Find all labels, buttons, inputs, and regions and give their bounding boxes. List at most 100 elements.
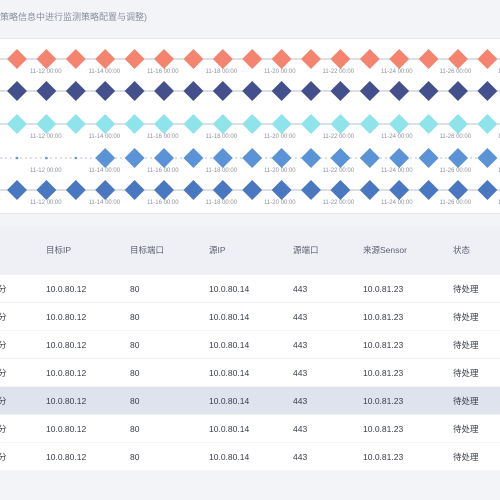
timeline-event-marker[interactable] <box>330 180 351 200</box>
timeline-event-marker[interactable] <box>212 114 233 134</box>
timeline-event-marker[interactable] <box>271 180 292 200</box>
timeline-event-marker[interactable] <box>477 49 498 69</box>
timeline-event-marker[interactable] <box>154 180 174 200</box>
timeline-event-marker[interactable] <box>212 148 233 168</box>
timeline-event-marker[interactable] <box>7 49 27 69</box>
table-row[interactable]: 分 10.0.80.12 80 10.0.80.14 443 10.0.81.23 待处理 <box>0 359 500 386</box>
timeline-event-marker[interactable] <box>95 148 116 168</box>
timeline-event-marker[interactable] <box>124 81 145 101</box>
timeline-event-marker[interactable] <box>330 148 351 168</box>
timeline-event-marker[interactable] <box>124 114 145 134</box>
timeline-event-marker[interactable] <box>477 148 498 168</box>
timeline-event-marker[interactable] <box>330 49 351 69</box>
timeline-event-marker[interactable] <box>418 81 439 101</box>
table-row[interactable]: 分 10.0.80.12 80 10.0.80.14 443 10.0.81.23 待处理 <box>0 275 500 302</box>
timeline-event-marker[interactable] <box>36 49 57 69</box>
timeline-event-marker[interactable] <box>36 81 57 101</box>
timeline-event-marker[interactable] <box>124 148 145 168</box>
timeline-event-marker[interactable] <box>183 114 204 134</box>
timeline-event-marker[interactable] <box>271 114 292 134</box>
timeline-tick-label: 11-20 00:00 <box>264 69 296 75</box>
table-row[interactable]: 分 10.0.80.12 80 10.0.80.14 443 10.0.81.23 待处理 <box>0 443 500 470</box>
timeline-event-marker[interactable] <box>359 81 380 101</box>
header-source-port[interactable]: 源端口 <box>293 245 319 255</box>
timeline-event-marker[interactable] <box>448 49 468 69</box>
timeline-event-marker[interactable] <box>212 81 233 101</box>
table-row[interactable]: 分 10.0.80.12 80 10.0.80.14 443 10.0.81.23 待处理 <box>0 303 500 330</box>
timeline-event-marker[interactable] <box>95 81 116 101</box>
timeline-event-marker[interactable] <box>301 180 321 200</box>
timeline-event-marker[interactable] <box>448 180 468 200</box>
timeline-event-marker[interactable] <box>242 180 263 200</box>
timeline-event-marker[interactable] <box>389 148 410 168</box>
timeline-event-marker[interactable] <box>389 114 410 134</box>
header-target-port[interactable]: 目标端口 <box>130 245 165 255</box>
timeline-event-marker[interactable] <box>95 180 116 200</box>
timeline-event-marker[interactable] <box>124 180 145 200</box>
timeline-event-marker[interactable] <box>271 81 292 101</box>
timeline-event-marker[interactable] <box>418 148 439 168</box>
target-port-cell: 80 <box>130 367 140 378</box>
timeline-event-marker[interactable] <box>271 49 292 69</box>
timeline-event-marker[interactable] <box>359 148 380 168</box>
timeline-event-marker[interactable] <box>330 114 351 134</box>
timeline-event-marker[interactable] <box>95 49 116 69</box>
timeline-event-marker[interactable] <box>65 180 86 200</box>
timeline-event-marker[interactable] <box>477 81 498 101</box>
header-status[interactable]: 状态 <box>453 245 471 255</box>
timeline-event-marker[interactable] <box>65 49 86 69</box>
timeline-event-marker[interactable] <box>212 49 233 69</box>
timeline-event-marker[interactable] <box>242 49 263 69</box>
timeline-event-marker[interactable] <box>183 180 204 200</box>
timeline-event-marker[interactable] <box>212 180 233 200</box>
timeline-event-marker[interactable] <box>7 81 27 101</box>
table-row[interactable]: 分 10.0.80.12 80 10.0.80.14 443 10.0.81.23 待处理 <box>0 415 500 442</box>
timeline-event-marker[interactable] <box>477 114 498 134</box>
timeline-tick-label: 11-16 00:00 <box>147 134 179 140</box>
timeline-event-marker[interactable] <box>330 81 351 101</box>
source-sensor-cell: 10.0.81.23 <box>363 367 404 378</box>
timeline-event-marker[interactable] <box>448 148 468 168</box>
timeline-event-marker[interactable] <box>183 49 204 69</box>
timeline-event-marker[interactable] <box>418 180 439 200</box>
timeline-event-marker[interactable] <box>65 81 86 101</box>
table-row[interactable]: 分 10.0.80.12 80 10.0.80.14 443 10.0.81.23 待处理 <box>0 331 500 358</box>
timeline-event-marker[interactable] <box>242 148 263 168</box>
timeline-event-marker[interactable] <box>448 81 468 101</box>
timeline-event-marker[interactable] <box>389 49 410 69</box>
timeline-event-marker[interactable] <box>389 180 410 200</box>
timeline-event-marker[interactable] <box>301 148 321 168</box>
timeline-event-marker[interactable] <box>301 81 321 101</box>
timeline-event-marker[interactable] <box>183 81 204 101</box>
table-row[interactable]: 分 10.0.80.12 80 10.0.80.14 443 10.0.81.23 待处理 <box>0 387 500 414</box>
source-port-cell: 443 <box>293 283 308 294</box>
timeline-event-marker[interactable] <box>271 148 292 168</box>
timeline-event-marker[interactable] <box>154 148 174 168</box>
timeline-event-marker[interactable] <box>65 114 86 134</box>
timeline-event-marker[interactable] <box>359 49 380 69</box>
timeline-event-marker[interactable] <box>359 114 380 134</box>
timeline-event-marker[interactable] <box>154 114 174 134</box>
timeline-event-marker[interactable] <box>36 114 57 134</box>
timeline-event-marker[interactable] <box>359 180 380 200</box>
timeline-event-marker[interactable] <box>124 49 145 69</box>
timeline-event-marker[interactable] <box>7 114 27 134</box>
timeline-event-marker[interactable] <box>242 114 263 134</box>
timeline-event-marker[interactable] <box>154 81 174 101</box>
timeline-event-marker[interactable] <box>36 180 57 200</box>
timeline-event-marker[interactable] <box>301 49 321 69</box>
timeline-event-marker[interactable] <box>301 114 321 134</box>
timeline-event-marker[interactable] <box>7 180 27 200</box>
timeline-event-marker[interactable] <box>418 49 439 69</box>
timeline-event-marker[interactable] <box>389 81 410 101</box>
timeline-event-marker[interactable] <box>448 114 468 134</box>
timeline-event-marker[interactable] <box>242 81 263 101</box>
timeline-event-marker[interactable] <box>477 180 498 200</box>
header-target-ip[interactable]: 目标IP <box>46 245 72 255</box>
header-source-sensor[interactable]: 来源Sensor <box>363 245 407 255</box>
timeline-event-marker[interactable] <box>183 148 204 168</box>
timeline-event-marker[interactable] <box>154 49 174 69</box>
timeline-event-marker[interactable] <box>95 114 116 134</box>
timeline-event-marker[interactable] <box>418 114 439 134</box>
header-source-ip[interactable]: 源IP <box>209 245 226 255</box>
